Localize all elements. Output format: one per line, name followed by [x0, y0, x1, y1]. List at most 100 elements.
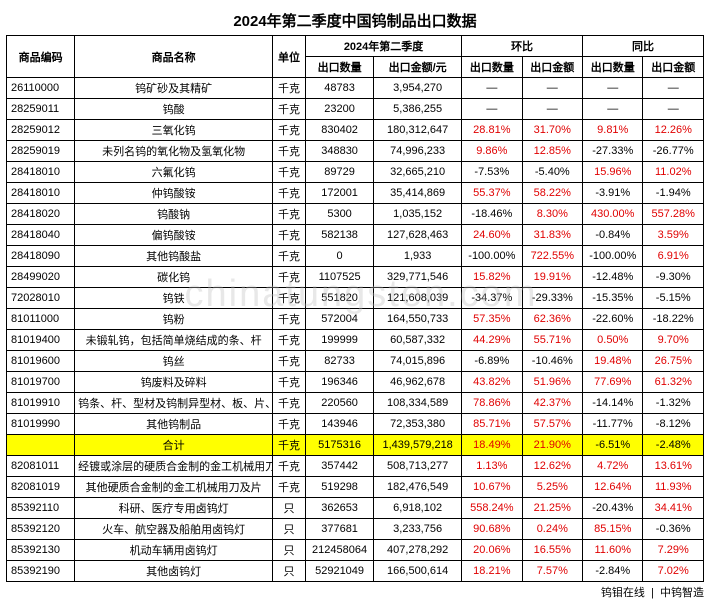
cell: 6.91% — [643, 246, 704, 267]
cell: 43.82% — [462, 372, 522, 393]
cell: 58.22% — [522, 183, 582, 204]
cell: 1,933 — [374, 246, 462, 267]
cell: -29.33% — [522, 288, 582, 309]
cell: 钨酸钠 — [75, 204, 273, 225]
cell: -11.77% — [583, 414, 643, 435]
table-row: 合计千克51753161,439,579,21818.49%21.90%-6.5… — [7, 435, 704, 456]
cell: -2.48% — [643, 435, 704, 456]
cell: 千克 — [273, 288, 306, 309]
cell: — — [643, 99, 704, 120]
cell: 5300 — [306, 204, 374, 225]
cell: 钨丝 — [75, 351, 273, 372]
cell: 9.81% — [583, 120, 643, 141]
cell: 35,414,869 — [374, 183, 462, 204]
header-group-qoq: 环比 — [462, 36, 583, 57]
cell: 千克 — [273, 141, 306, 162]
cell: 77.69% — [583, 372, 643, 393]
cell: 166,500,614 — [374, 561, 462, 582]
header-yoy-qty: 出口数量 — [583, 57, 643, 78]
table-row: 28418020钨酸钠千克53001,035,152-18.46%8.30%43… — [7, 204, 704, 225]
cell: 108,334,589 — [374, 393, 462, 414]
header-unit: 单位 — [273, 36, 306, 78]
cell — [7, 435, 75, 456]
cell: 121,608,039 — [374, 288, 462, 309]
cell: 9.70% — [643, 330, 704, 351]
footer-right: 中钨智造 — [660, 587, 704, 599]
cell: 199999 — [306, 330, 374, 351]
cell: 10.67% — [462, 477, 522, 498]
cell: 62.36% — [522, 309, 582, 330]
cell: 85392120 — [7, 519, 75, 540]
cell: -26.77% — [643, 141, 704, 162]
cell: 20.06% — [462, 540, 522, 561]
cell: 7.29% — [643, 540, 704, 561]
cell: 89729 — [306, 162, 374, 183]
header-qty: 出口数量 — [306, 57, 374, 78]
cell: 合计 — [75, 435, 273, 456]
cell: -0.84% — [583, 225, 643, 246]
cell: 15.82% — [462, 267, 522, 288]
cell: 0.24% — [522, 519, 582, 540]
cell: 74,996,233 — [374, 141, 462, 162]
cell: 582138 — [306, 225, 374, 246]
cell: 千克 — [273, 372, 306, 393]
cell: 830402 — [306, 120, 374, 141]
cell: 74,015,896 — [374, 351, 462, 372]
cell: 377681 — [306, 519, 374, 540]
cell: 21.25% — [522, 498, 582, 519]
cell: -8.12% — [643, 414, 704, 435]
cell: -34.37% — [462, 288, 522, 309]
table-row: 82081011经镀或涂层的硬质合金制的金工机械用刀及片千克357442508,… — [7, 456, 704, 477]
cell: 8.30% — [522, 204, 582, 225]
cell: 557.28% — [643, 204, 704, 225]
cell: -1.94% — [643, 183, 704, 204]
cell: 82733 — [306, 351, 374, 372]
cell: 钨酸 — [75, 99, 273, 120]
cell: 357442 — [306, 456, 374, 477]
cell: 千克 — [273, 330, 306, 351]
cell: 143946 — [306, 414, 374, 435]
cell: 11.02% — [643, 162, 704, 183]
cell: 90.68% — [462, 519, 522, 540]
cell: 28418040 — [7, 225, 75, 246]
header-group-q2: 2024年第二季度 — [306, 36, 462, 57]
cell: 48783 — [306, 78, 374, 99]
cell: 12.26% — [643, 120, 704, 141]
cell: -14.14% — [583, 393, 643, 414]
cell: 12.85% — [522, 141, 582, 162]
cell: 508,713,277 — [374, 456, 462, 477]
cell: 15.96% — [583, 162, 643, 183]
cell: 57.57% — [522, 414, 582, 435]
cell: 3,233,756 — [374, 519, 462, 540]
cell: 千克 — [273, 309, 306, 330]
cell: 未列名钨的氧化物及氢氧化物 — [75, 141, 273, 162]
cell: 57.35% — [462, 309, 522, 330]
cell: 火车、航空器及船舶用卤钨灯 — [75, 519, 273, 540]
cell: 28418010 — [7, 183, 75, 204]
cell: 172001 — [306, 183, 374, 204]
cell: 三氧化钨 — [75, 120, 273, 141]
cell: -3.91% — [583, 183, 643, 204]
cell: 千克 — [273, 225, 306, 246]
cell: 28418020 — [7, 204, 75, 225]
cell: -6.89% — [462, 351, 522, 372]
cell: 其他卤钨灯 — [75, 561, 273, 582]
cell: -100.00% — [462, 246, 522, 267]
cell: 31.70% — [522, 120, 582, 141]
cell: 偏钨酸铵 — [75, 225, 273, 246]
export-data-table: 商品编码 商品名称 单位 2024年第二季度 环比 同比 出口数量 出口金额/元… — [6, 35, 704, 582]
cell: 28418010 — [7, 162, 75, 183]
header-qoq-val: 出口金额 — [522, 57, 582, 78]
cell: 31.83% — [522, 225, 582, 246]
cell: 430.00% — [583, 204, 643, 225]
table-row: 28418010六氟化钨千克8972932,665,210-7.53%-5.40… — [7, 162, 704, 183]
cell: 362653 — [306, 498, 374, 519]
cell: 12.64% — [583, 477, 643, 498]
cell: 钨铁 — [75, 288, 273, 309]
cell: 6,918,102 — [374, 498, 462, 519]
table-row: 85392130机动车辆用卤钨灯只212458064407,278,29220.… — [7, 540, 704, 561]
cell: 26.75% — [643, 351, 704, 372]
cell: 千克 — [273, 78, 306, 99]
cell: 钨条、杆、型材及钨制异型材、板、片、带、箔 — [75, 393, 273, 414]
cell: 1.13% — [462, 456, 522, 477]
